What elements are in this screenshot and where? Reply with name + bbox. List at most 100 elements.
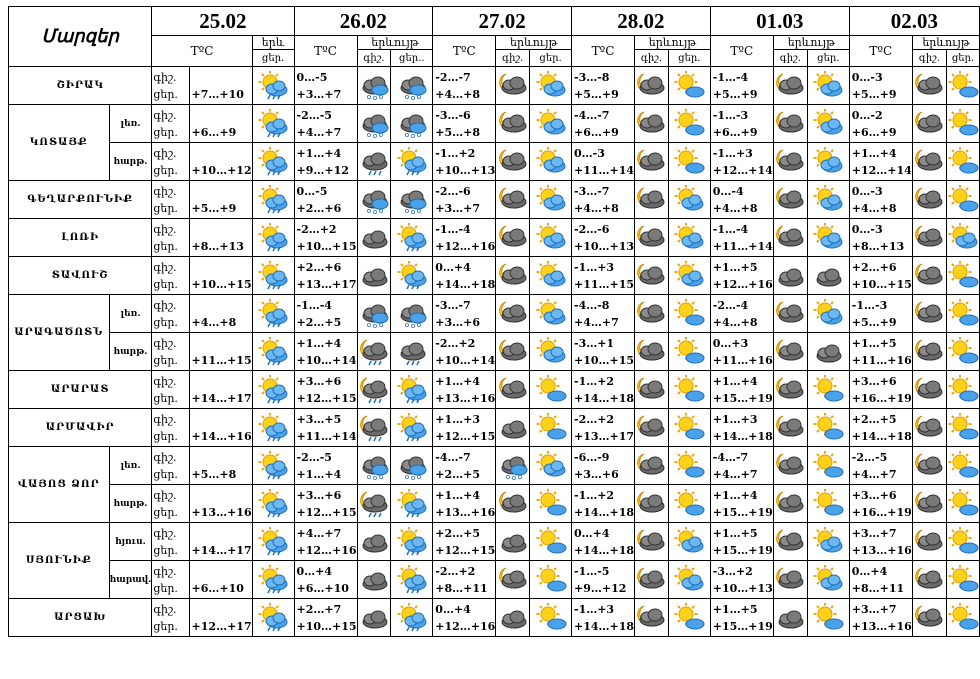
night-weather-icon	[356, 370, 392, 409]
night-temp: -1…+3	[574, 602, 615, 616]
night-temp: +2…+6	[851, 260, 897, 274]
day-temp: +8…+11	[435, 581, 488, 595]
night-weather-icon	[634, 218, 669, 257]
temperature: 0…-5 +3…+7	[293, 66, 358, 105]
night-weather-icon	[495, 218, 531, 257]
night-weather-icon	[495, 66, 531, 105]
temperature: +1…+4 +13…+16	[432, 370, 497, 409]
region-name: ԼՈՌԻ	[7, 218, 153, 257]
day-weather-icon	[667, 256, 711, 295]
phenomenon-header: երև	[251, 35, 295, 50]
weather-icon	[251, 522, 295, 561]
day-weather-icon	[806, 598, 850, 637]
table-row: ԳԵՂԱՐՔՈՒՆԻՔ գիշ. ցեր. +5…+9 0…-5 +2…+6 -2…-6 +…	[7, 180, 980, 219]
time-labels: գիշ. ցեր.	[151, 522, 190, 561]
temperature: +14…+16	[188, 408, 253, 447]
night-weather-icon	[911, 370, 948, 409]
night-temp: -2…+2	[435, 336, 476, 350]
regions-header: Մարզեր	[7, 6, 153, 67]
day-temp: +2…+6	[296, 201, 342, 215]
day-temp: +14…+18	[851, 429, 912, 443]
table-row: ՏԱՎՈՒՇ գիշ. ցեր. +10…+15 +2…+6 +13…+17 0…+4 +1…	[7, 256, 980, 295]
day-temp: +1…+4	[296, 467, 342, 481]
day-weather-icon	[946, 522, 980, 561]
night-temp: -3…-7	[574, 184, 610, 198]
day-temp: +3…+7	[435, 201, 480, 215]
time-labels: գիշ. ցեր.	[151, 104, 190, 143]
temperature: 0…+3 +11…+16	[709, 332, 774, 371]
temperature: +2…+7 +10…+15	[293, 598, 358, 637]
day-temp: +4…+7	[851, 467, 897, 481]
temperature: -1…+3 +11…+15	[570, 256, 636, 295]
night-temp: 0…-5	[296, 70, 328, 84]
temp-header: TºC	[151, 35, 253, 67]
day-weather-icon	[529, 104, 572, 143]
day-temp: +9…+12	[574, 581, 627, 595]
night-weather-icon	[634, 142, 669, 181]
night-temp: 0…+3	[712, 336, 749, 350]
night-label: գիշ.	[153, 450, 177, 464]
night-weather-icon	[772, 104, 808, 143]
night-temp: -2…-5	[296, 450, 332, 464]
night-weather-icon	[634, 66, 669, 105]
day-temp: +10…+13	[712, 581, 773, 595]
night-temp: 0…-2	[851, 108, 883, 122]
day-weather-icon	[529, 180, 572, 219]
night-label: գիշ.	[153, 602, 177, 616]
day-temp: +8…+13	[851, 239, 905, 253]
night-weather-icon	[772, 332, 808, 371]
day-temp: +2…+5	[435, 467, 480, 481]
temperature: -2…-4 +4…+8	[709, 294, 774, 333]
subregion-label: հյուս.	[108, 522, 153, 561]
day-weather-icon	[806, 370, 850, 409]
day-temp: +11…+15	[574, 277, 635, 291]
night-weather-icon	[911, 218, 948, 257]
day-temp: +4…+8	[435, 87, 480, 101]
night-temp: +1…+5	[712, 526, 758, 540]
night-temp: +2…+5	[851, 412, 897, 426]
temperature: +1…+5 +11…+16	[848, 332, 913, 371]
night-temp: 0…-5	[296, 184, 328, 198]
night-temp: +3…+6	[296, 488, 342, 502]
night-weather-icon	[634, 446, 669, 485]
subregion-label: հարթ.	[108, 142, 153, 181]
night-label: գիշ.	[153, 374, 177, 388]
night-weather-icon	[772, 560, 808, 599]
day-temp: +6…+9	[574, 125, 619, 139]
night-temp: +3…+6	[851, 374, 897, 388]
temp-header: TºC	[709, 35, 774, 67]
temperature: -2…+2 +10…+15	[293, 218, 358, 257]
date-header: 02.03	[848, 6, 980, 36]
night-weather-icon	[356, 484, 392, 523]
day-weather-icon	[390, 218, 434, 257]
temperature: -1…-4 +5…+9	[709, 66, 774, 105]
day-temp: +13…+16	[851, 619, 912, 633]
night-temp: +1…+4	[851, 146, 897, 160]
day-weather-icon	[946, 560, 980, 599]
date-header: 01.03	[709, 6, 850, 36]
night-temp: +1…+4	[296, 336, 342, 350]
day-temp: +12…+16	[435, 239, 496, 253]
temperature: -1…+3 +12…+14	[709, 142, 774, 181]
temperature: +11…+15	[188, 332, 253, 371]
temperature: -3…-7 +3…+6	[432, 294, 497, 333]
night-temp: -1…-4	[435, 222, 471, 236]
time-labels: գիշ. ցեր.	[151, 370, 190, 409]
day-weather-icon	[806, 218, 850, 257]
temperature: -1…+2 +14…+18	[570, 370, 636, 409]
night-temp: -1…+2	[435, 146, 476, 160]
day-weather-icon	[946, 484, 980, 523]
temperature: +13…+16	[188, 484, 253, 523]
temperature: 0…+4 +12…+16	[432, 598, 497, 637]
region-name: ԱՐԱՐԱՏ	[7, 370, 153, 409]
temp-header: TºC	[570, 35, 636, 67]
day-temp: +13…+17	[574, 429, 635, 443]
day-weather-icon	[667, 218, 711, 257]
night-weather-icon	[495, 484, 531, 523]
day-subheader: ցեր.	[946, 49, 980, 67]
temperature: +1…+4 +9…+12	[293, 142, 358, 181]
night-subheader: գիշ.	[495, 49, 531, 67]
night-weather-icon	[634, 180, 669, 219]
table-row: ԱՐՄԱՎԻՐ գիշ. ցեր. +14…+16 +3…+5 +11…+14 +1…+3…	[7, 408, 980, 447]
day-weather-icon	[946, 218, 980, 257]
